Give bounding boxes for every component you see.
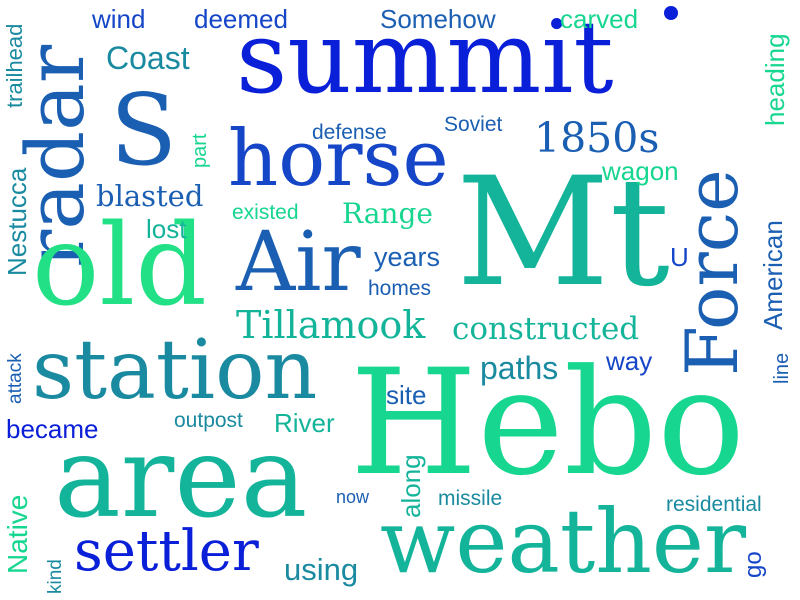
word-go: go — [740, 551, 767, 578]
word-american: American — [758, 220, 788, 330]
word-trailhead: trailhead — [2, 23, 27, 108]
word-wind: wind — [92, 4, 146, 34]
word-tillamook: Tillamook — [236, 303, 426, 347]
word-paths: paths — [480, 350, 559, 386]
word-using: using — [284, 552, 359, 587]
word-homes: homes — [368, 277, 432, 300]
word-summit: summit — [236, 0, 614, 116]
word-horse: horse — [228, 114, 449, 204]
word-blasted: blasted — [96, 179, 204, 213]
word-site: site — [386, 380, 427, 410]
word-hebo: Hebo — [350, 338, 746, 508]
word-attack: attack — [5, 353, 26, 404]
word-missile: missile — [438, 487, 503, 510]
word-air: Air — [236, 215, 361, 310]
word-s: S — [110, 74, 178, 188]
word-deemed: deemed — [194, 4, 288, 34]
word-existed: existed — [232, 201, 299, 224]
word-heading: heading — [760, 33, 790, 126]
word-u: U — [670, 242, 689, 272]
word-outpost: outpost — [174, 409, 243, 432]
word-native: Native — [2, 494, 33, 574]
word-settler: settler — [74, 519, 259, 584]
word-years: years — [374, 242, 441, 272]
word-became: became — [6, 414, 99, 444]
word-mt: Mt — [456, 146, 670, 320]
word-residential: residential — [666, 493, 762, 516]
word-range: Range — [342, 197, 433, 230]
word-lost: lost — [146, 214, 187, 244]
word-constructed: constructed — [452, 311, 640, 347]
word-line: line — [771, 352, 793, 384]
word-area: area — [54, 413, 308, 543]
word-now: now — [336, 487, 370, 507]
word-way: way — [606, 346, 653, 376]
word-old: old — [32, 201, 207, 331]
word-weather: weather — [380, 490, 747, 593]
word-nestucca: Nestucca — [2, 167, 32, 276]
word-carved: carved — [560, 4, 639, 34]
dot-mark — [664, 6, 678, 20]
word-along: along — [396, 454, 426, 518]
word-wagon: wagon — [602, 156, 679, 186]
word-part: part — [189, 133, 211, 168]
word-river: River — [274, 408, 335, 438]
word-soviet: Soviet — [444, 113, 503, 136]
word-station: station — [32, 323, 318, 418]
word-defense: defense — [312, 121, 387, 144]
word-coast: Coast — [106, 40, 190, 76]
word-somehow: Somehow — [380, 4, 496, 34]
word-1850s: 1850s — [534, 114, 660, 162]
word-kind: kind — [45, 559, 66, 594]
